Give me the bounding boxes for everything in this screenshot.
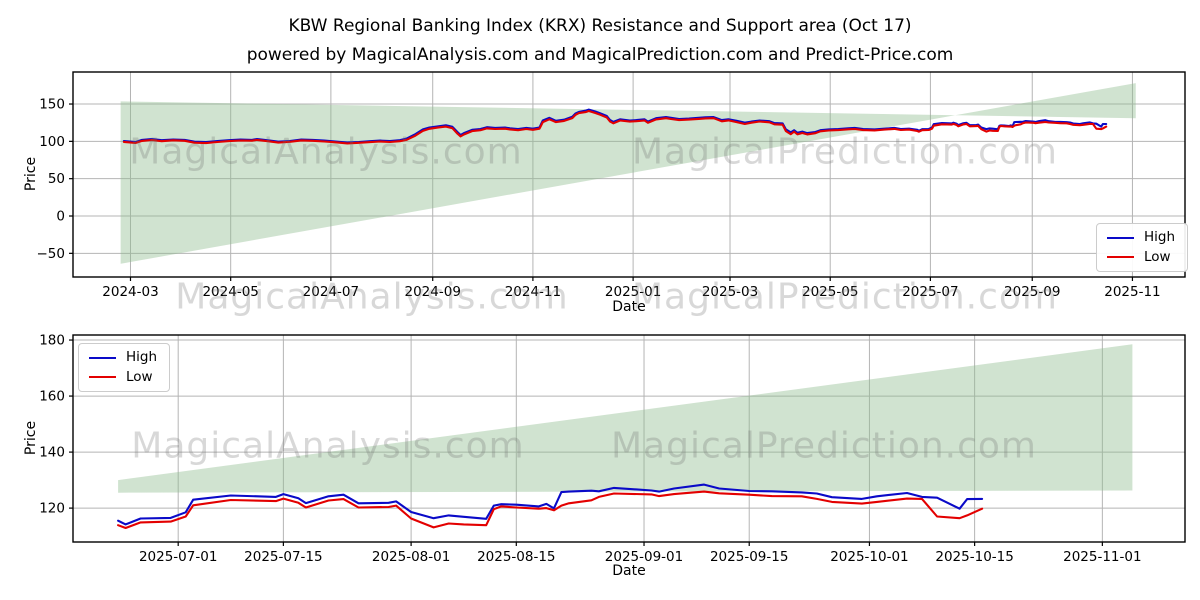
low-line [122,109,1108,145]
legend-item-high: High [1107,229,1176,245]
chart-title: KBW Regional Banking Index (KRX) Resista… [288,16,912,36]
x-tick-label: 2025-09 [1004,284,1060,300]
high-line-swatch [1107,236,1134,239]
x-tick-label: 2024-07 [303,284,359,300]
top-chart-legend: High Low [1096,223,1189,272]
y-tick-label: 160 [39,389,65,405]
support-resistance-area [118,344,1133,493]
y-tick-label: 50 [48,171,65,187]
plot-border [72,71,1186,278]
low-line-swatch [1107,256,1134,259]
bottom-chart-x-axis-label: Date [612,563,646,579]
legend-item-high: High [89,349,158,365]
x-tick-label: 2024-03 [102,284,158,300]
legend-item-low: Low [1107,248,1175,265]
x-tick-label: 2025-07 [902,284,958,300]
top-chart-y-axis-label: Price [23,156,39,192]
high-line [117,483,984,526]
x-tick-label: 2024-11 [505,284,561,300]
x-tick-label: 2025-11-01 [1063,549,1141,565]
y-tick-label: 180 [39,333,65,349]
x-tick-label: 2025-09-15 [710,549,788,565]
bottom-chart-y-axis-label: Price [23,420,39,456]
x-tick-label: 2025-03 [702,284,758,300]
legend-item-low: Low [89,368,157,385]
x-tick-label: 2025-05 [802,284,858,300]
x-tick-label: 2025-10-01 [830,549,908,565]
x-tick-label: 2024-09 [405,284,461,300]
low-line [117,490,984,530]
support-resistance-area [120,83,1136,264]
y-tick-label: −50 [37,246,66,262]
y-tick-label: 120 [39,501,65,517]
y-tick-label: 140 [39,445,65,461]
top-chart-x-axis-label: Date [612,299,646,315]
chart-subtitle: powered by MagicalAnalysis.com and Magic… [246,45,954,65]
y-tick-label: 150 [39,97,65,113]
legend-label-low: Low [126,368,153,385]
low-line-swatch [89,376,116,379]
x-tick-label: 2025-09-01 [605,549,683,565]
high-line-swatch [89,356,116,359]
y-tick-label: 0 [56,209,65,225]
x-tick-label: 2025-08-01 [372,549,450,565]
legend-label-low: Low [1144,248,1171,265]
legend-label-high: High [126,349,158,365]
x-tick-label: 2025-01 [605,284,661,300]
x-tick-label: 2025-07-15 [244,549,322,565]
legend-label-high: High [1144,229,1176,245]
x-tick-label: 2025-07-01 [139,549,217,565]
y-tick-label: 100 [39,134,65,150]
plot-border [72,334,1186,543]
x-tick-label: 2025-10-15 [935,549,1013,565]
bottom-chart-legend: High Low [78,343,171,392]
x-tick-label: 2024-05 [202,284,258,300]
x-tick-label: 2025-11 [1104,284,1160,300]
x-tick-label: 2025-08-15 [477,549,555,565]
